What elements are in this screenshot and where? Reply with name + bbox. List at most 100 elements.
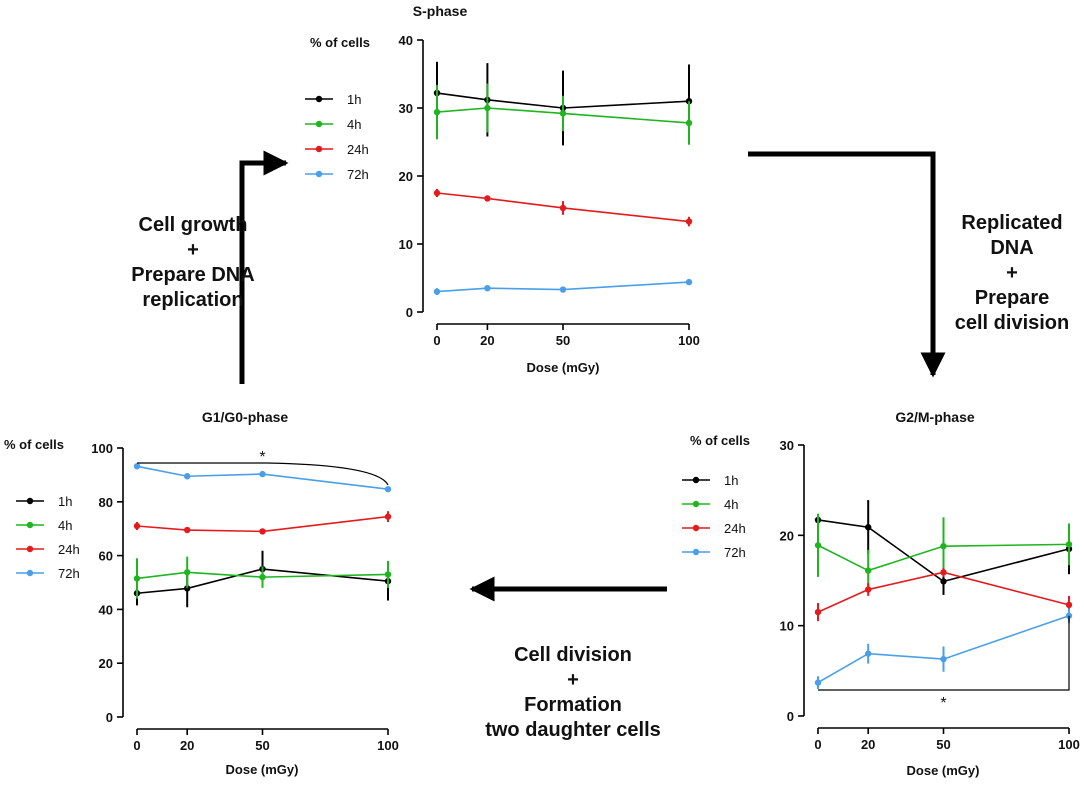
data-point-24h — [484, 195, 491, 202]
label-cell-division: Cell division + Formation two daughter c… — [460, 643, 686, 743]
label-line: two daughter cells — [485, 719, 661, 741]
data-point-1h — [184, 585, 191, 592]
x-axis-label: Dose (mGy) — [527, 360, 600, 375]
x-tick-label: 20 — [180, 738, 194, 753]
series-line-1h — [817, 519, 1070, 583]
data-point-4h — [940, 542, 947, 550]
data-point-24h — [685, 218, 693, 225]
legend-label-1h: 1h — [347, 92, 361, 107]
legend-label-24h: 24h — [58, 542, 80, 557]
data-point-24h — [259, 528, 266, 535]
data-point-72h — [940, 655, 947, 663]
label-line: Formation — [524, 694, 622, 716]
x-tick-label: 0 — [814, 737, 821, 752]
y-tick-label: 40 — [99, 602, 113, 617]
legend-marker-24h — [692, 524, 700, 532]
data-point-4h — [865, 567, 872, 574]
significance-star: * — [259, 449, 265, 466]
data-point-72h — [433, 288, 441, 295]
data-point-4h — [133, 575, 141, 582]
data-point-24h — [184, 526, 191, 534]
legend-label-72h: 72h — [724, 545, 746, 560]
data-point-24h — [133, 522, 141, 530]
label-line: Cell growth — [138, 214, 248, 236]
g2-m-phase-chart: G2/M-phase % of cells Dose (mGy) 0 10 20 30 0 20… — [682, 409, 1080, 778]
y-tick-label: 10 — [399, 237, 413, 252]
data-point-24h — [384, 513, 392, 520]
label-line: DNA — [990, 237, 1034, 259]
legend-label-1h: 1h — [58, 494, 72, 509]
g1-g0-phase-chart: G1/G0-phase % of cells Dose (mGy) 0 20 40 60 80… — [4, 409, 399, 777]
label-line: Replicated — [961, 212, 1063, 234]
label-line: + — [1006, 262, 1018, 284]
data-point-4h — [484, 104, 491, 112]
data-point-1h — [940, 578, 947, 585]
legend-marker-1h — [692, 476, 700, 484]
legend-marker-72h — [315, 170, 323, 178]
data-point-1h — [865, 524, 872, 531]
x-tick-label: 100 — [377, 738, 399, 753]
series-line-72h — [436, 281, 690, 293]
series-line-24h — [136, 515, 389, 533]
data-point-72h — [484, 285, 491, 292]
legend-label-4h: 4h — [58, 518, 72, 533]
x-tick-label: 50 — [936, 737, 950, 752]
y-tick-label: 30 — [780, 438, 794, 453]
chart-title: G1/G0-phase — [202, 409, 289, 425]
label-line: + — [187, 239, 199, 261]
chart-title: S-phase — [413, 3, 468, 19]
data-point-72h — [865, 650, 872, 657]
legend-label-4h: 4h — [347, 117, 361, 132]
legend-marker-24h — [315, 145, 323, 153]
y-tick-label: 0 — [406, 305, 413, 320]
x-tick-label: 50 — [255, 738, 269, 753]
y-tick-label: 20 — [99, 656, 113, 671]
label-line: cell division — [954, 312, 1070, 334]
x-tick-label: 100 — [1058, 737, 1080, 752]
data-point-24h — [865, 586, 872, 593]
x-tick-label: 0 — [433, 333, 440, 348]
legend-marker-1h — [26, 497, 34, 505]
x-tick-label: 20 — [480, 333, 494, 348]
series-line-4h — [136, 571, 389, 580]
data-point-72h — [559, 286, 567, 293]
legend-marker-4h — [26, 521, 34, 529]
legend-label-24h: 24h — [347, 142, 369, 157]
data-point-4h — [259, 573, 266, 581]
data-point-24h — [814, 608, 822, 616]
data-point-24h — [433, 189, 441, 197]
data-point-4h — [814, 542, 822, 549]
label-cell-growth: Cell growth + Prepare DNA replication — [98, 213, 288, 313]
chart-title: G2/M-phase — [895, 409, 975, 425]
series-line-4h — [436, 107, 690, 124]
data-point-72h — [133, 463, 141, 470]
legend-marker-4h — [315, 120, 323, 128]
y-tick-label: 100 — [91, 441, 113, 456]
label-line: + — [567, 669, 579, 691]
legend-marker-1h — [315, 95, 323, 103]
x-tick-label: 20 — [861, 737, 875, 752]
series-line-72h — [136, 465, 389, 490]
y-tick-label: 20 — [399, 169, 413, 184]
y-tick-label: 10 — [780, 619, 794, 634]
data-point-72h — [685, 278, 693, 286]
data-point-24h — [1065, 601, 1073, 609]
label-line: Prepare — [974, 287, 1050, 309]
data-point-72h — [814, 679, 822, 686]
x-axis-label: Dose (mGy) — [907, 763, 980, 778]
y-axis-label: % of cells — [690, 433, 750, 448]
data-point-24h — [559, 204, 567, 212]
data-point-4h — [384, 571, 392, 578]
label-line: Cell division — [514, 644, 632, 666]
legend-label-72h: 72h — [347, 167, 369, 182]
series-line-24h — [436, 192, 690, 223]
x-axis-label: Dose (mGy) — [226, 762, 299, 777]
legend-marker-72h — [26, 569, 34, 577]
data-point-4h — [1065, 541, 1073, 548]
legend-marker-4h — [692, 500, 700, 508]
legend-label-72h: 72h — [58, 566, 80, 581]
x-tick-label: 100 — [678, 333, 700, 348]
y-tick-label: 20 — [780, 528, 794, 543]
data-point-72h — [384, 485, 392, 493]
